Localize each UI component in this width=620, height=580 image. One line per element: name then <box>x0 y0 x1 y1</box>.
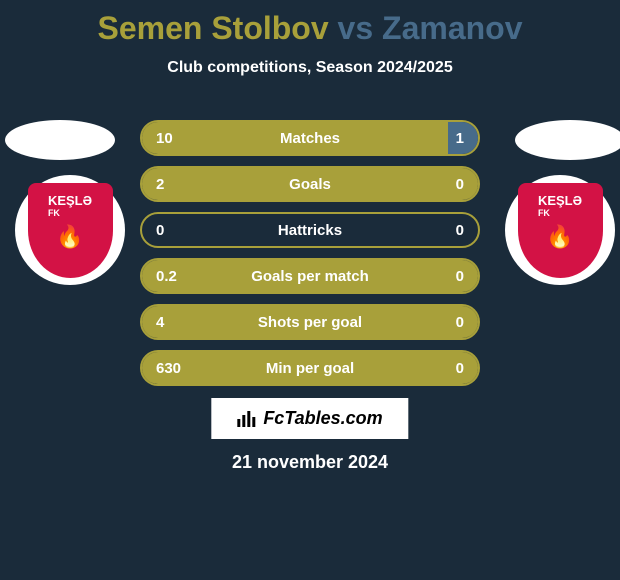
brand-text: FcTables.com <box>263 408 382 429</box>
brand-badge: FcTables.com <box>211 398 408 439</box>
player1-avatar-placeholder <box>5 120 115 160</box>
stat-label: Matches <box>142 130 478 147</box>
stat-right-value: 1 <box>456 130 464 147</box>
team-badge: KEŞLƏ FK 🔥 <box>15 175 125 285</box>
stat-label: Goals per match <box>142 268 478 285</box>
flame-icon: 🔥 <box>546 224 573 250</box>
stat-label: Hattricks <box>142 222 478 239</box>
bars-icon <box>237 411 255 427</box>
stat-right-value: 0 <box>456 360 464 377</box>
player2-avatar-placeholder <box>515 120 620 160</box>
team-badge: KEŞLƏ FK 🔥 <box>505 175 615 285</box>
subtitle: Club competitions, Season 2024/2025 <box>0 59 620 77</box>
comparison-title: Semen Stolbov vs Zamanov <box>0 0 620 47</box>
stat-right-value: 0 <box>456 314 464 331</box>
stat-row: 0.2Goals per match0 <box>140 258 480 294</box>
stat-right-value: 0 <box>456 176 464 193</box>
vs-text: vs <box>338 10 374 46</box>
stat-row: 2Goals0 <box>140 166 480 202</box>
player2-name: Zamanov <box>382 10 522 46</box>
shield-icon: KEŞLƏ FK 🔥 <box>518 183 603 278</box>
stats-container: 10Matches12Goals00Hattricks00.2Goals per… <box>140 120 480 396</box>
footer-date: 21 november 2024 <box>0 452 620 473</box>
stat-row: 4Shots per goal0 <box>140 304 480 340</box>
team-name: KEŞLƏ FK <box>48 193 92 218</box>
player2-team-logo: KEŞLƏ FK 🔥 <box>505 175 615 285</box>
team-name: KEŞLƏ FK <box>538 193 582 218</box>
stat-label: Min per goal <box>142 360 478 377</box>
shield-icon: KEŞLƏ FK 🔥 <box>28 183 113 278</box>
flame-icon: 🔥 <box>56 224 83 250</box>
stat-label: Goals <box>142 176 478 193</box>
stat-right-value: 0 <box>456 268 464 285</box>
stat-label: Shots per goal <box>142 314 478 331</box>
stat-row: 10Matches1 <box>140 120 480 156</box>
stat-row: 0Hattricks0 <box>140 212 480 248</box>
stat-row: 630Min per goal0 <box>140 350 480 386</box>
stat-right-value: 0 <box>456 222 464 239</box>
player1-team-logo: KEŞLƏ FK 🔥 <box>15 175 125 285</box>
player1-name: Semen Stolbov <box>97 10 328 46</box>
